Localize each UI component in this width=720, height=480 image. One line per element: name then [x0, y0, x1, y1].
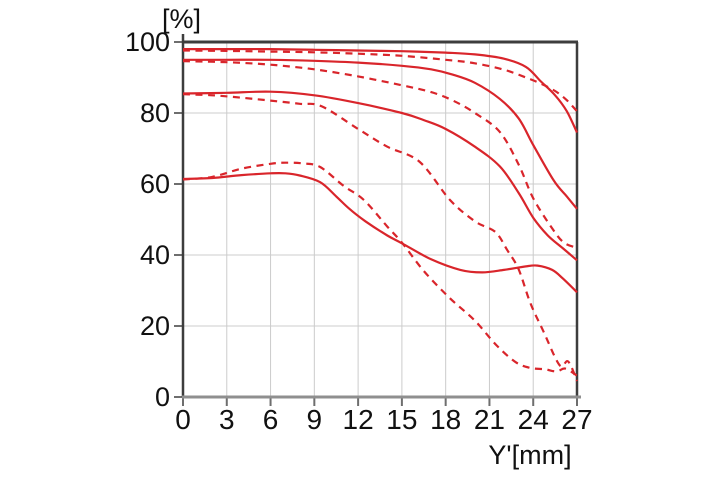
curve-2-solid: [183, 58, 578, 210]
y-axis-unit-label: [%]: [162, 4, 202, 34]
x-tick-label: 21: [473, 404, 506, 435]
x-tick-label: 0: [175, 404, 191, 435]
x-tick-label: 15: [386, 404, 418, 435]
y-tick-label: 60: [139, 169, 170, 199]
curve-4-solid: [182, 172, 578, 294]
y-tick-label: 20: [139, 311, 170, 341]
x-tick-label: 24: [517, 404, 549, 435]
curve-1-dashed: [182, 49, 578, 112]
y-tick-label: 100: [124, 27, 170, 57]
y-tick-label: 0: [154, 382, 170, 412]
x-tick-label: 9: [306, 404, 323, 435]
x-axis-label: Y'[mm]: [488, 440, 572, 470]
curve-4-dashed: [182, 161, 578, 377]
curve-1-solid: [183, 47, 578, 133]
x-tick-label: 18: [430, 404, 462, 435]
y-tick-label: 80: [139, 98, 170, 128]
x-tick-label: 6: [262, 404, 279, 435]
curve-2-dashed: [182, 60, 578, 249]
x-tick-label: 12: [342, 404, 374, 435]
curve-3-dashed: [182, 93, 579, 382]
x-tick-label: 27: [561, 404, 593, 435]
y-tick-label: 40: [139, 240, 170, 270]
x-tick-label: 3: [218, 404, 235, 435]
curve-3-solid: [182, 90, 578, 262]
